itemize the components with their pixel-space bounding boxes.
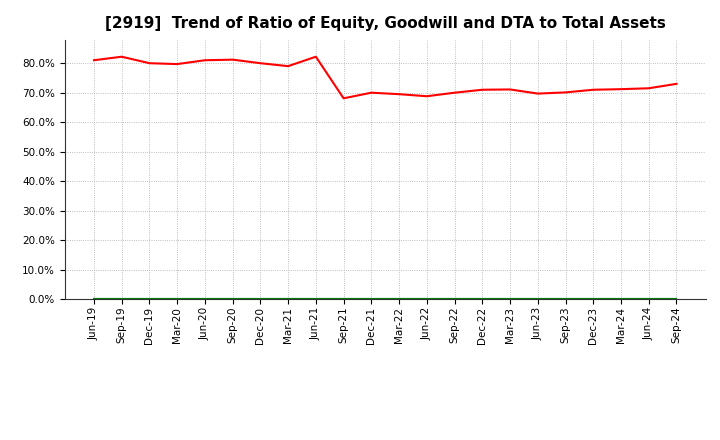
Deferred Tax Assets: [616, 297, 625, 302]
Goodwill: [478, 297, 487, 302]
Goodwill: [339, 297, 348, 302]
Goodwill: [117, 297, 126, 302]
Deferred Tax Assets: [534, 297, 542, 302]
Deferred Tax Assets: [284, 297, 292, 302]
Deferred Tax Assets: [367, 297, 376, 302]
Deferred Tax Assets: [145, 297, 154, 302]
Equity: [145, 61, 154, 66]
Deferred Tax Assets: [450, 297, 459, 302]
Deferred Tax Assets: [312, 297, 320, 302]
Equity: [644, 86, 653, 91]
Equity: [312, 54, 320, 59]
Goodwill: [228, 297, 237, 302]
Deferred Tax Assets: [672, 297, 681, 302]
Goodwill: [616, 297, 625, 302]
Goodwill: [644, 297, 653, 302]
Equity: [284, 63, 292, 69]
Goodwill: [173, 297, 181, 302]
Goodwill: [256, 297, 265, 302]
Deferred Tax Assets: [589, 297, 598, 302]
Equity: [616, 87, 625, 92]
Goodwill: [145, 297, 154, 302]
Equity: [505, 87, 514, 92]
Equity: [367, 90, 376, 95]
Equity: [339, 95, 348, 101]
Equity: [117, 54, 126, 59]
Equity: [561, 90, 570, 95]
Deferred Tax Assets: [117, 297, 126, 302]
Equity: [589, 87, 598, 92]
Goodwill: [312, 297, 320, 302]
Goodwill: [589, 297, 598, 302]
Goodwill: [423, 297, 431, 302]
Goodwill: [201, 297, 210, 302]
Goodwill: [284, 297, 292, 302]
Deferred Tax Assets: [173, 297, 181, 302]
Title: [2919]  Trend of Ratio of Equity, Goodwill and DTA to Total Assets: [2919] Trend of Ratio of Equity, Goodwil…: [105, 16, 665, 32]
Equity: [89, 58, 98, 63]
Equity: [478, 87, 487, 92]
Goodwill: [534, 297, 542, 302]
Goodwill: [505, 297, 514, 302]
Deferred Tax Assets: [644, 297, 653, 302]
Goodwill: [672, 297, 681, 302]
Equity: [423, 94, 431, 99]
Deferred Tax Assets: [423, 297, 431, 302]
Goodwill: [450, 297, 459, 302]
Equity: [173, 62, 181, 67]
Deferred Tax Assets: [561, 297, 570, 302]
Equity: [534, 91, 542, 96]
Deferred Tax Assets: [505, 297, 514, 302]
Goodwill: [89, 297, 98, 302]
Deferred Tax Assets: [228, 297, 237, 302]
Deferred Tax Assets: [478, 297, 487, 302]
Deferred Tax Assets: [201, 297, 210, 302]
Deferred Tax Assets: [395, 297, 403, 302]
Goodwill: [395, 297, 403, 302]
Equity: [450, 90, 459, 95]
Deferred Tax Assets: [256, 297, 265, 302]
Equity: [201, 58, 210, 63]
Equity: [228, 57, 237, 62]
Equity: [256, 61, 265, 66]
Goodwill: [561, 297, 570, 302]
Line: Equity: Equity: [94, 57, 677, 98]
Goodwill: [367, 297, 376, 302]
Equity: [395, 92, 403, 97]
Deferred Tax Assets: [89, 297, 98, 302]
Equity: [672, 81, 681, 87]
Deferred Tax Assets: [339, 297, 348, 302]
